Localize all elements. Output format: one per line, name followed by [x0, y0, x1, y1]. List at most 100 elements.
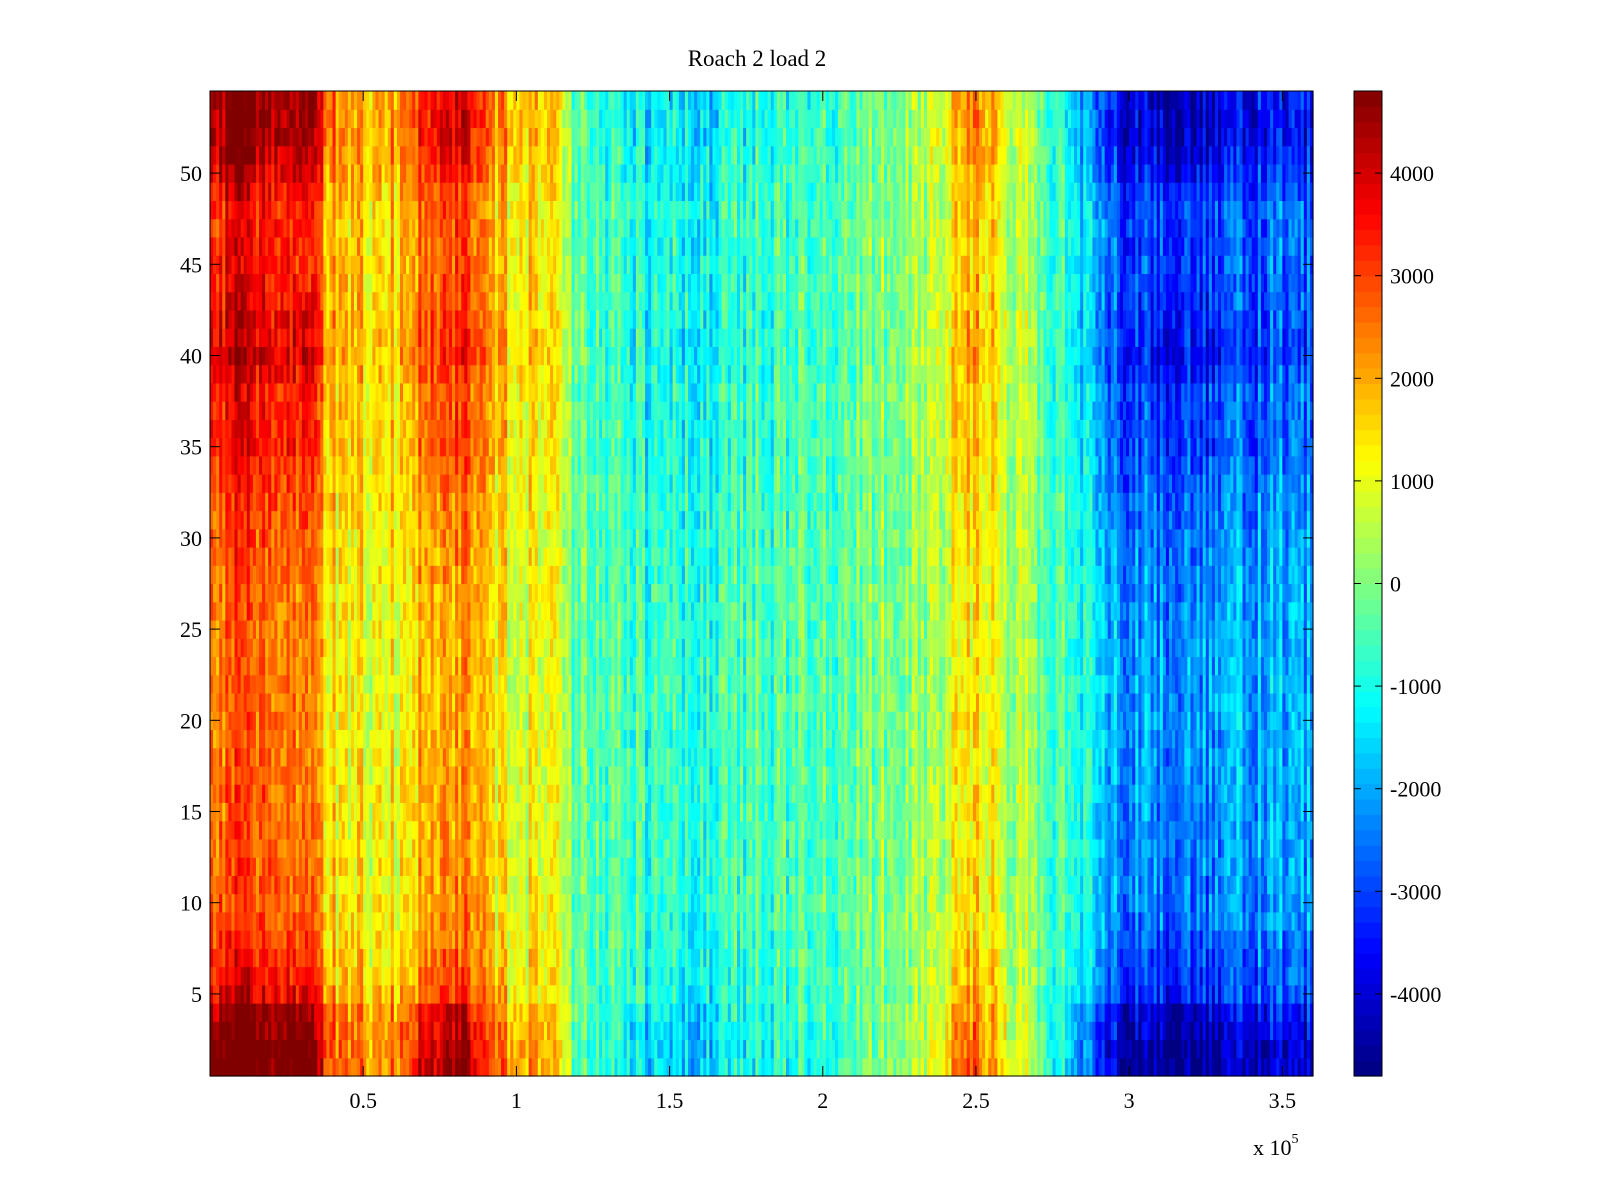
heatmap-cell	[464, 382, 468, 402]
heatmap-cell	[378, 419, 383, 439]
heatmap-cell	[409, 91, 413, 110]
heatmap-cell	[292, 875, 297, 895]
heatmap-cell	[262, 382, 266, 402]
heatmap-cell	[237, 145, 242, 165]
heatmap-cell	[246, 729, 251, 749]
heatmap-cell	[329, 638, 334, 658]
heatmap-cell	[421, 528, 426, 548]
heatmap-cell	[222, 911, 226, 931]
heatmap-cell	[403, 455, 407, 475]
heatmap-cell	[274, 966, 278, 986]
heatmap-cell	[280, 601, 285, 621]
heatmap-cell	[418, 1057, 422, 1077]
heatmap-cell	[295, 91, 300, 110]
heatmap-cell	[311, 528, 315, 548]
heatmap-cell	[222, 528, 226, 548]
heatmap-cell	[237, 91, 242, 110]
heatmap-cell	[467, 948, 472, 968]
heatmap-cell	[347, 401, 352, 420]
heatmap-cell	[323, 692, 328, 712]
heatmap-cell	[418, 236, 422, 256]
heatmap-cell	[396, 857, 401, 876]
heatmap-cell	[271, 638, 275, 658]
heatmap-cell	[280, 346, 285, 366]
heatmap-cell	[378, 1057, 383, 1077]
heatmap-cell	[458, 273, 462, 293]
heatmap-cell	[448, 492, 453, 512]
heatmap-cell	[295, 547, 300, 566]
heatmap-cell	[326, 966, 331, 986]
heatmap-cell	[255, 145, 260, 165]
heatmap-cell	[234, 474, 239, 493]
heatmap-cell	[271, 255, 275, 275]
heatmap-cell	[222, 437, 226, 457]
heatmap-cell	[357, 492, 361, 512]
heatmap-cell	[301, 802, 306, 822]
heatmap-cell	[412, 711, 416, 731]
heatmap-cell	[274, 200, 278, 220]
heatmap-cell	[366, 948, 370, 968]
heatmap-cell	[216, 583, 220, 603]
heatmap-cell	[222, 492, 226, 512]
heatmap-cell	[234, 255, 239, 275]
heatmap-cell	[332, 802, 337, 822]
heatmap-cell	[216, 182, 220, 202]
heatmap-cell	[213, 474, 217, 493]
heatmap-cell	[433, 455, 438, 475]
heatmap-cell	[430, 601, 435, 621]
heatmap-cell	[448, 656, 453, 676]
heatmap-cell	[448, 291, 453, 311]
heatmap-cell	[265, 1057, 269, 1077]
heatmap-cell	[335, 419, 340, 439]
heatmap-cell	[228, 784, 233, 803]
heatmap-cell	[464, 1057, 468, 1077]
heatmap-cell	[292, 565, 297, 585]
heatmap-cell	[369, 711, 373, 731]
heatmap-cell	[406, 619, 410, 639]
heatmap-cell	[464, 163, 468, 183]
heatmap-cell	[344, 692, 349, 712]
heatmap-cell	[381, 948, 386, 968]
heatmap-cell	[357, 966, 361, 986]
heatmap-cell	[246, 1057, 251, 1077]
heatmap-cell	[243, 893, 248, 913]
heatmap-cell	[338, 1003, 343, 1022]
heatmap-cell	[234, 948, 239, 968]
heatmap-cell	[381, 966, 386, 986]
heatmap-cell	[323, 857, 328, 876]
heatmap-cell	[213, 364, 217, 384]
heatmap-cell	[421, 565, 426, 585]
heatmap-cell	[243, 255, 248, 275]
heatmap-cell	[369, 1057, 373, 1077]
heatmap-cell	[473, 1003, 478, 1022]
heatmap-cell	[277, 1003, 282, 1022]
heatmap-cell	[216, 565, 220, 585]
heatmap-cell	[464, 1003, 468, 1022]
heatmap-cell	[366, 1021, 370, 1041]
heatmap-cell	[409, 583, 413, 603]
heatmap-cell	[308, 510, 312, 530]
heatmap-cell	[393, 784, 398, 803]
heatmap-cell	[231, 565, 236, 585]
heatmap-cell	[341, 948, 346, 968]
heatmap-cell	[467, 674, 472, 694]
heatmap-cell	[268, 1039, 272, 1059]
heatmap-cell	[234, 565, 239, 585]
heatmap-cell	[323, 638, 328, 658]
heatmap-cell	[344, 127, 349, 147]
heatmap-cell	[280, 638, 285, 658]
heatmap-cell	[341, 1039, 346, 1059]
heatmap-cell	[283, 455, 288, 475]
heatmap-cell	[430, 419, 435, 439]
heatmap-cell	[262, 747, 266, 767]
heatmap-cell	[396, 218, 401, 238]
heatmap-cell	[338, 163, 343, 183]
heatmap-cell	[341, 583, 346, 603]
heatmap-cell	[335, 182, 340, 202]
heatmap-cell	[262, 91, 266, 110]
heatmap-cell	[219, 218, 223, 238]
heatmap-cell	[470, 601, 475, 621]
heatmap-cell	[421, 547, 426, 566]
heatmap-cell	[357, 291, 361, 311]
heatmap-cell	[344, 455, 349, 475]
